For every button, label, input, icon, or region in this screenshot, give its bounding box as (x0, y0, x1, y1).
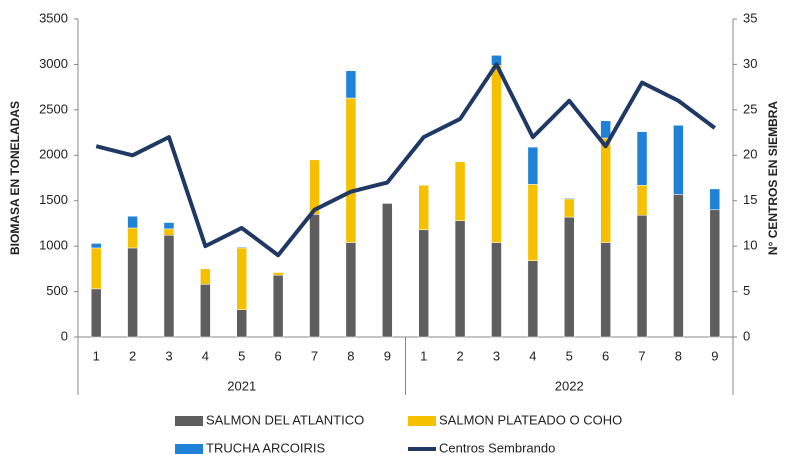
bar (454, 161, 466, 221)
bar (309, 214, 320, 338)
y-tick-label: 3500 (39, 10, 68, 25)
x-tick-label: 9 (711, 348, 718, 363)
bar (127, 215, 138, 229)
bar (709, 209, 721, 338)
y2-tick-label: 20 (743, 147, 757, 162)
bar (527, 184, 539, 261)
y-tick-label: 1500 (39, 192, 68, 207)
bar (418, 185, 429, 231)
bar (90, 243, 102, 249)
bar (418, 229, 429, 338)
bar (673, 194, 684, 338)
bar (527, 146, 539, 185)
bar (236, 247, 247, 310)
x-tick-label: 4 (202, 348, 209, 363)
bar (491, 242, 502, 338)
x-tick-label: 5 (238, 348, 245, 363)
bar (90, 247, 102, 290)
bar (309, 159, 320, 215)
x-tick-label: 7 (311, 348, 318, 363)
bar (636, 185, 648, 216)
legend-swatch (175, 444, 203, 454)
bar (709, 188, 721, 211)
y2-tick-label: 10 (743, 238, 757, 253)
x-tick-label: 3 (493, 348, 500, 363)
y-tick-label: 2500 (39, 101, 68, 116)
legend-swatch (408, 416, 436, 426)
y2-tick-label: 25 (743, 101, 757, 116)
legend-label: TRUCHA ARCOIRIS (206, 440, 326, 455)
bar (454, 220, 466, 338)
x-tick-label: 2 (456, 348, 463, 363)
legend-swatch (175, 416, 203, 426)
x-tick-label: 6 (275, 348, 282, 363)
bar (600, 137, 611, 243)
group-label: 2022 (555, 378, 584, 393)
y-tick-label: 500 (46, 283, 68, 298)
bar (200, 268, 211, 285)
bar (345, 242, 357, 338)
bar (600, 242, 611, 338)
bar (673, 125, 684, 195)
x-tick-label: 8 (675, 348, 682, 363)
x-tick-label: 1 (420, 348, 427, 363)
bar (382, 203, 393, 338)
x-tick-label: 6 (602, 348, 609, 363)
legend-label: SALMON PLATEADO O COHO (439, 412, 622, 427)
bar (491, 65, 502, 243)
y2-tick-label: 5 (743, 283, 750, 298)
y-tick-label: 3000 (39, 56, 68, 71)
bar (236, 309, 247, 338)
group-label: 2021 (227, 378, 256, 393)
y-tick-label: 1000 (39, 238, 68, 253)
x-tick-label: 2 (129, 348, 136, 363)
x-tick-label: 9 (384, 348, 391, 363)
y-tick-label: 2000 (39, 147, 68, 162)
y2-tick-label: 30 (743, 56, 757, 71)
bar (345, 97, 357, 243)
bar (163, 228, 175, 236)
y2-axis-title: N° CENTROS EN SIEMBRA (766, 101, 780, 255)
x-tick-label: 7 (638, 348, 645, 363)
bar (527, 260, 539, 338)
bar (564, 198, 575, 218)
bar (272, 272, 284, 276)
bar (127, 227, 138, 249)
x-tick-label: 5 (566, 348, 573, 363)
y-axis-title: BIOMASA EN TONELADAS (8, 101, 22, 255)
legend-label: Centros Sembrando (439, 440, 555, 455)
bar (236, 246, 247, 249)
bar (345, 70, 357, 99)
bar (163, 234, 175, 338)
y2-tick-label: 35 (743, 10, 757, 25)
bar (564, 216, 575, 338)
bar (200, 284, 211, 338)
line (95, 62, 717, 258)
bar (163, 222, 175, 230)
x-tick-label: 8 (347, 348, 354, 363)
bar (127, 247, 138, 338)
x-tick-label: 3 (165, 348, 172, 363)
bar (636, 215, 648, 338)
bar (564, 197, 575, 200)
legend-label: SALMON DEL ATLANTICO (206, 412, 364, 427)
y2-tick-label: 0 (743, 328, 750, 343)
bar (600, 120, 611, 139)
x-tick-label: 4 (529, 348, 536, 363)
x-tick-label: 1 (93, 348, 100, 363)
bar (636, 131, 648, 186)
y2-tick-label: 15 (743, 192, 757, 207)
bar (90, 288, 102, 338)
y-tick-label: 0 (61, 328, 68, 343)
bar (272, 274, 284, 338)
